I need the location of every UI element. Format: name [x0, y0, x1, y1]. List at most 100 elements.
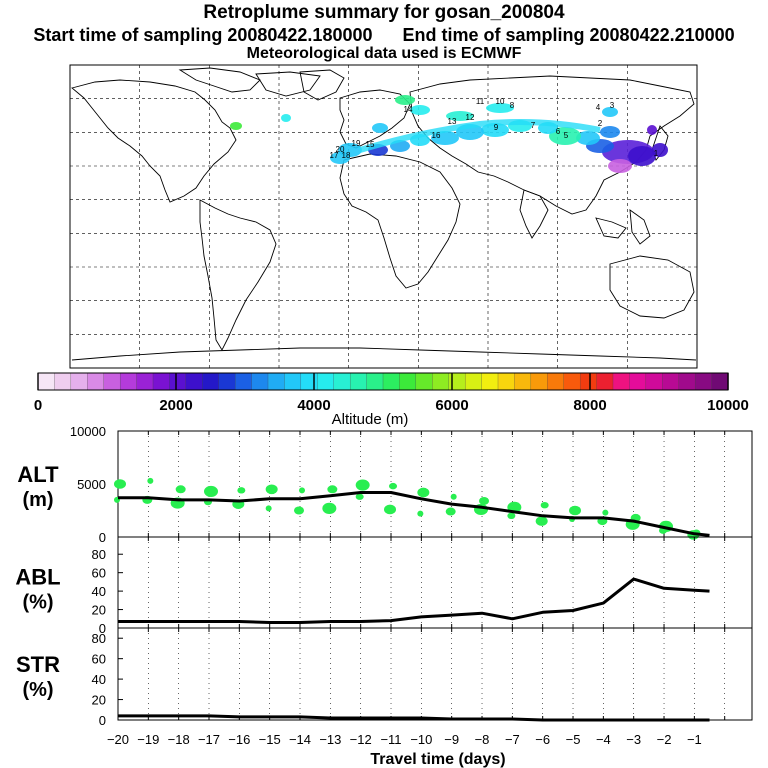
altitude-colorbar: 0 2000 4000 6000 8000 10000 Altitude (m) — [34, 372, 749, 428]
series-line-alt — [118, 491, 710, 537]
x-tick-label: −5 — [566, 732, 581, 747]
y-tick-label: 40 — [92, 672, 106, 687]
colorbar-tick-label: 8000 — [573, 397, 606, 414]
x-tick-label: −15 — [259, 732, 281, 747]
plume-day-label: 19 — [352, 139, 361, 148]
colorbar-tick-label: 6000 — [435, 397, 468, 414]
y-axis-unit: (m) — [22, 489, 53, 511]
altitude-cluster-point — [384, 504, 397, 515]
series-line-str — [118, 714, 710, 722]
plume-day-label: 8 — [510, 101, 515, 110]
x-tick-label: −16 — [228, 732, 250, 747]
plume-blob — [602, 107, 618, 117]
altitude-cluster-point — [294, 506, 305, 515]
plume-markers — [230, 95, 668, 173]
colorbar-cell — [366, 372, 384, 391]
colorbar-cell — [579, 372, 598, 391]
x-tick-label: −18 — [168, 732, 190, 747]
colorbar-cell — [284, 372, 302, 391]
plume-blob — [230, 122, 242, 130]
colorbar-cell — [251, 372, 269, 391]
y-tick-label: 5000 — [77, 477, 106, 492]
altitude-cluster-point — [204, 485, 219, 498]
altitude-cluster-point — [540, 502, 549, 509]
plume-day-label: 14 — [404, 105, 413, 114]
x-tick-label: −10 — [410, 732, 432, 747]
plume-day-label: 13 — [448, 117, 457, 126]
altitude-cluster-point — [450, 493, 457, 500]
altitude-cluster-point — [417, 510, 424, 517]
altitude-cluster-point — [535, 516, 548, 526]
x-tick-label: −20 — [107, 732, 129, 747]
colorbar-tick-label: 4000 — [297, 397, 330, 414]
plume-blob — [410, 105, 430, 115]
colorbar-cell — [711, 372, 729, 391]
plume-blob — [576, 131, 600, 145]
x-axis-label: Travel time (days) — [370, 751, 505, 768]
plume-blob — [549, 127, 581, 145]
plume-blob — [431, 131, 459, 145]
colorbar-cell — [202, 372, 220, 391]
y-axis-label: ALT — [17, 462, 59, 487]
colorbar-cell — [70, 372, 88, 391]
y-axis-unit: (%) — [22, 592, 53, 614]
colorbar-cell — [234, 372, 253, 391]
plume-day-label: 17 — [330, 151, 339, 160]
chart-title: Retroplume summary for gosan_200804 — [203, 2, 565, 23]
start-time-label: Start time of sampling 20080422.180000 — [33, 25, 373, 45]
x-tick-label: −6 — [535, 732, 550, 747]
plume-blob — [647, 125, 657, 135]
x-tick-label: −9 — [444, 732, 459, 747]
end-time-label: End time of sampling 20080422.210000 — [402, 25, 735, 45]
plume-blob — [281, 114, 291, 122]
altitude-cluster-point — [114, 479, 126, 489]
x-tick-label: −3 — [626, 732, 641, 747]
colorbar-cell — [694, 372, 713, 391]
x-tick-label: −8 — [475, 732, 490, 747]
colorbar-cell — [218, 372, 236, 391]
colorbar-cell — [399, 372, 417, 391]
sampling-times: Start time of sampling 20080422.180000 E… — [0, 25, 768, 46]
colorbar-tick-label: 2000 — [159, 397, 192, 414]
altitude-cluster-point — [389, 482, 398, 490]
plume-track — [359, 119, 601, 153]
panel-str: 0 20 40 60 80 STR(%) — [16, 627, 753, 728]
plume-blob — [628, 146, 656, 166]
map-frame — [69, 64, 698, 369]
time-series-panels: 0500010000ALT(m)020406080ABL(%)020406080… — [15, 424, 753, 747]
altitude-cluster-point — [507, 512, 516, 519]
y-tick-label: 80 — [92, 547, 106, 562]
panel-frame — [117, 627, 753, 721]
x-tick-label: −12 — [350, 732, 372, 747]
altitude-cluster-point — [322, 502, 337, 514]
colorbar-cell — [119, 372, 138, 391]
panel-frame — [117, 536, 753, 629]
met-data-label: Meteorological data used is ECMWF — [246, 45, 522, 62]
colorbar-cell — [169, 372, 187, 391]
altitude-cluster-point — [327, 485, 338, 494]
plume-day-label: 2 — [598, 119, 603, 128]
y-tick-label: 20 — [92, 693, 106, 708]
plume-blob — [446, 111, 474, 121]
altitude-cluster-point — [602, 509, 609, 516]
plume-day-label: 15 — [366, 140, 375, 149]
altitude-cluster-point — [237, 487, 246, 494]
plume-day-label: 7 — [531, 121, 536, 130]
y-tick-label: 0 — [99, 713, 106, 728]
colorbar-cell — [481, 372, 499, 391]
y-axis-label: STR — [16, 652, 60, 677]
altitude-cluster-point — [147, 477, 154, 484]
y-tick-label: 80 — [92, 631, 106, 646]
colorbar-cell — [645, 372, 663, 391]
x-axis: −20 −19 −18 −17 −16 −15 −14 −13 −12 −11 −10 −9 −8 −7−… — [107, 732, 702, 747]
plume-blob — [652, 143, 668, 157]
plume-blob — [481, 123, 509, 137]
plume-day-label: 12 — [466, 113, 475, 122]
colorbar-cell — [563, 372, 581, 391]
x-tick-label: −1 — [687, 732, 702, 747]
altitude-cluster-point — [265, 505, 272, 512]
colorbar-cell — [547, 372, 565, 391]
plume-day-label: 1 — [654, 149, 659, 158]
